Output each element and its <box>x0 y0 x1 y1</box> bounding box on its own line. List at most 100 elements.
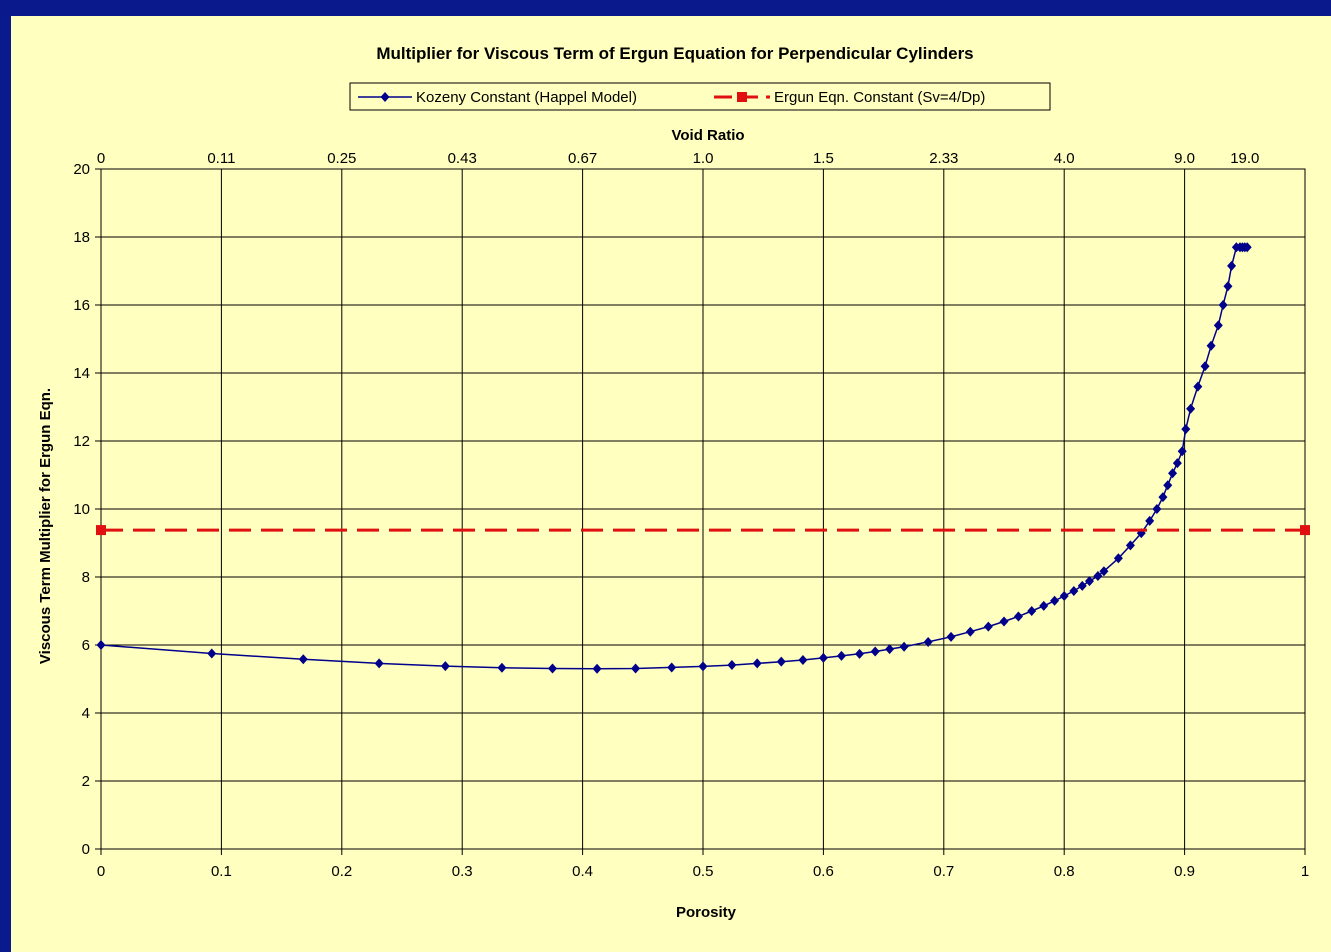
series <box>96 242 1310 674</box>
legend-marker-1 <box>737 92 747 102</box>
y-tick-label: 0 <box>82 841 90 858</box>
x2-tick-label: 2.33 <box>929 150 958 167</box>
data-point <box>923 636 933 647</box>
y-tick-label: 4 <box>82 705 90 722</box>
x-tick-label: 0.9 <box>1174 863 1195 880</box>
data-point <box>1084 576 1094 587</box>
x-tick-label: 0.6 <box>813 863 834 880</box>
x2-tick-label: 19.0 <box>1230 150 1259 167</box>
x-tick-label: 1 <box>1301 863 1309 880</box>
x-tick-label: 0.3 <box>452 863 473 880</box>
data-point <box>999 616 1009 627</box>
data-point <box>1223 281 1233 292</box>
data-point <box>1013 611 1023 622</box>
x2-tick-label: 0.11 <box>207 150 235 167</box>
data-point <box>1069 585 1079 596</box>
y-axis-title: Viscous Term Multiplier for Ergun Eqn. <box>37 388 54 664</box>
data-point <box>592 663 602 674</box>
data-point <box>440 661 450 672</box>
legend: Kozeny Constant (Happel Model) Ergun Eqn.… <box>349 82 1051 111</box>
data-point <box>698 661 708 672</box>
legend-label-0: Kozeny Constant (Happel Model) <box>416 89 637 106</box>
data-point <box>1145 515 1155 526</box>
chart-title: Multiplier for Viscous Term of Ergun Equ… <box>376 44 973 63</box>
data-point <box>899 641 909 652</box>
data-point <box>776 656 786 667</box>
y-tick-label: 2 <box>82 773 90 790</box>
data-point <box>96 640 106 650</box>
x2-tick-label: 4.0 <box>1054 150 1075 167</box>
x-tick-label: 0.5 <box>693 863 714 880</box>
x2-tick-label: 0.43 <box>448 150 477 167</box>
x-axis-title: Porosity <box>676 904 737 921</box>
x-tick-label: 0.1 <box>211 863 232 880</box>
data-point <box>1077 580 1087 591</box>
x-tick-label: 0 <box>97 863 105 880</box>
y-tick-label: 18 <box>73 229 90 246</box>
data-point <box>374 658 384 669</box>
data-point <box>1113 553 1123 564</box>
data-point <box>1168 468 1178 479</box>
y-tick-label: 14 <box>73 365 90 382</box>
series-line-0 <box>100 246 1248 670</box>
data-point <box>1050 595 1060 606</box>
x2-tick-label: 1.5 <box>813 150 834 167</box>
data-point <box>1206 340 1216 351</box>
data-point <box>1242 242 1252 253</box>
data-point <box>497 662 507 673</box>
data-point <box>1099 566 1109 577</box>
data-point <box>667 662 677 673</box>
data-point <box>298 654 308 665</box>
data-point <box>1059 591 1069 602</box>
data-point <box>1152 504 1162 514</box>
data-point <box>946 631 956 642</box>
data-point <box>1177 446 1187 457</box>
data-point <box>855 648 865 659</box>
x2-axis-title: Void Ratio <box>671 127 744 144</box>
data-point <box>1027 606 1037 616</box>
legend-label-1: Ergun Eqn. Constant (Sv=4/Dp) <box>774 89 985 106</box>
y-tick-label: 20 <box>73 161 90 178</box>
y-tick-label: 8 <box>82 569 90 586</box>
x-tick-label: 0.2 <box>331 863 352 880</box>
data-point <box>1186 403 1196 414</box>
data-point <box>1213 320 1223 331</box>
axes: 0 0.1 0.2 0.3 0.4 0.5 0.6 0.7 0.8 0.9 102468101214… <box>73 150 1309 880</box>
data-point <box>1181 424 1191 435</box>
data-point <box>1163 480 1173 491</box>
grid <box>100 168 1306 850</box>
x-tick-label: 0.4 <box>572 863 593 880</box>
data-point <box>870 646 880 657</box>
data-point <box>727 660 737 671</box>
y-tick-label: 10 <box>73 501 90 518</box>
x2-tick-label: 0 <box>97 150 105 167</box>
data-point <box>752 658 762 669</box>
data-point <box>836 650 846 661</box>
legend-marker-0 <box>380 92 390 102</box>
x-tick-label: 0.8 <box>1054 863 1075 880</box>
data-point <box>965 626 975 637</box>
data-point <box>96 525 106 536</box>
x2-tick-label: 1.0 <box>693 150 714 167</box>
data-point <box>1039 600 1049 611</box>
chart: Multiplier for Viscous Term of Ergun Equ… <box>37 44 1310 921</box>
x2-tick-label: 9.0 <box>1174 150 1195 167</box>
x-tick-label: 0.7 <box>933 863 954 880</box>
y-tick-label: 6 <box>82 637 90 654</box>
data-point <box>885 644 895 655</box>
data-point <box>1125 540 1135 551</box>
data-point <box>1172 458 1182 469</box>
data-point <box>1200 361 1210 372</box>
legend-box <box>349 82 1051 111</box>
data-point <box>207 648 217 659</box>
x2-tick-label: 0.25 <box>327 150 356 167</box>
data-point <box>1218 300 1228 310</box>
y-tick-label: 16 <box>73 297 90 314</box>
data-point <box>1193 381 1203 392</box>
data-point <box>1093 570 1103 581</box>
data-point <box>1300 525 1310 536</box>
data-point <box>818 652 828 663</box>
data-point <box>983 621 993 632</box>
plot-border <box>100 168 1306 850</box>
chart-area: Multiplier for Viscous Term of Ergun Equ… <box>11 16 1331 952</box>
